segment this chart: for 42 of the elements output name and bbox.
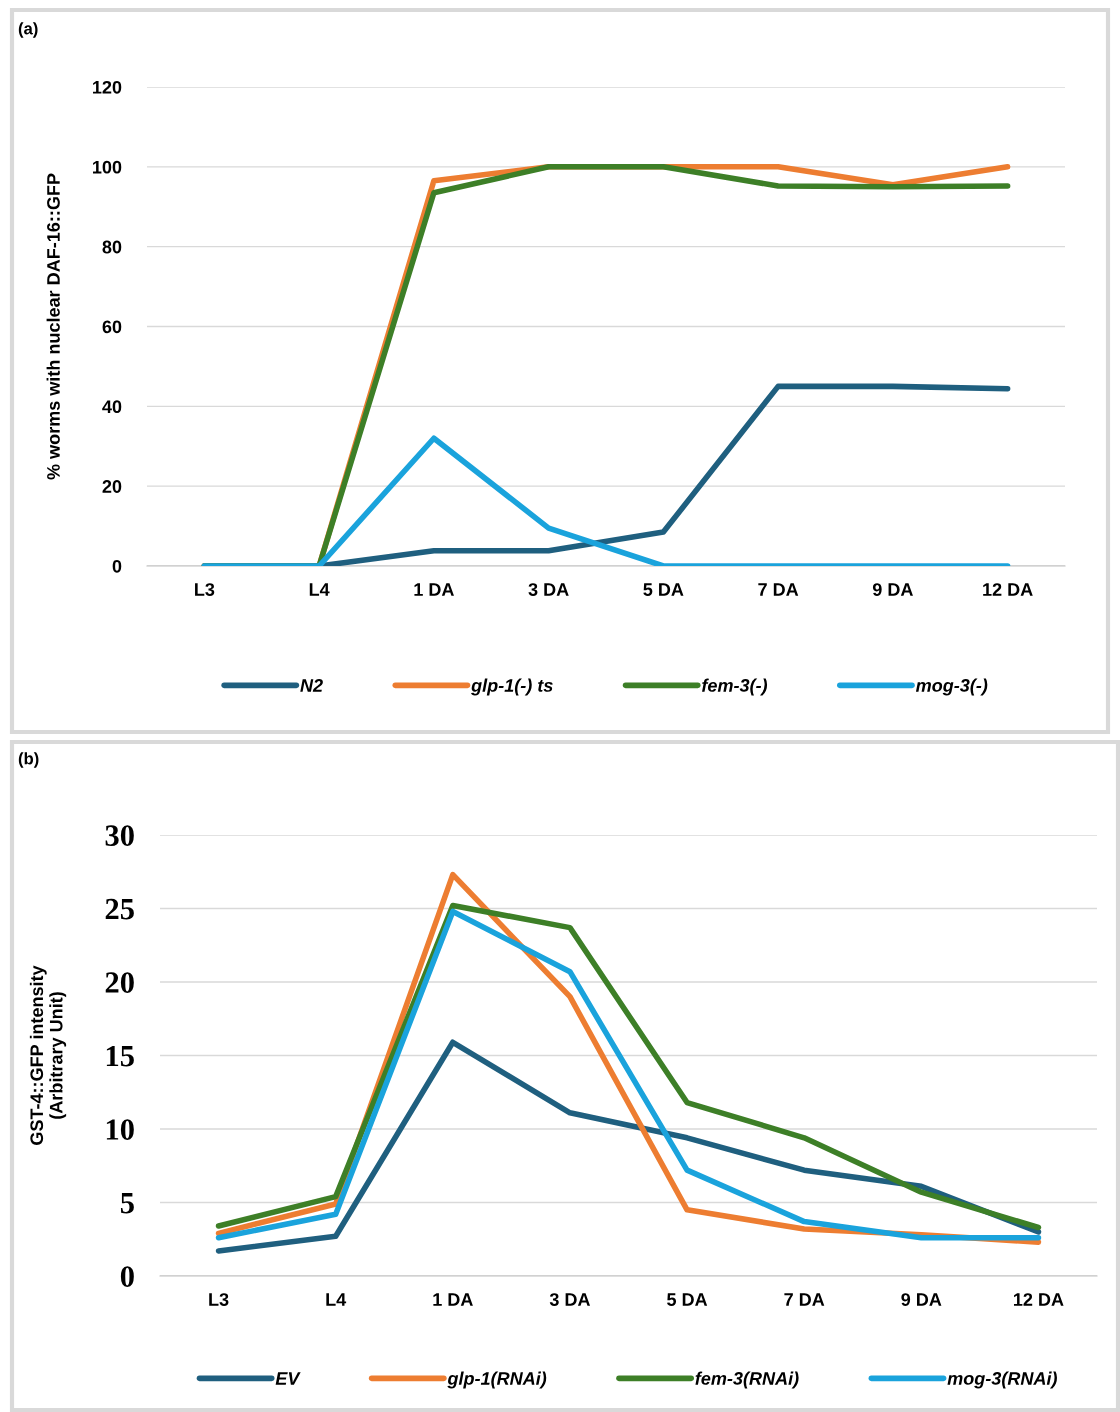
x-tick-label: 5 DA <box>643 583 684 596</box>
x-tick-label: 9 DA <box>872 583 913 596</box>
legend-label: fem-3(RNAi) <box>695 1371 799 1389</box>
y-tick-label: 15 <box>106 1045 134 1067</box>
y-tick-label: 30 <box>105 825 134 846</box>
legend-label: glp-1(RNAi) <box>447 1371 547 1389</box>
x-tick-label: 12 DA <box>983 583 1033 596</box>
x-tick-label: 1 DA <box>433 1293 473 1306</box>
x-tick-label: L3 <box>195 583 215 596</box>
y-tick-label: 0 <box>120 1266 134 1287</box>
y-tick-label: 100 <box>93 160 122 174</box>
y-tick-label: 5 <box>120 1193 134 1214</box>
y-tick-label: 40 <box>102 400 122 414</box>
x-tick-label: 7 DA <box>784 1293 825 1306</box>
y-tick-label: 20 <box>105 972 134 993</box>
x-tick-label: L4 <box>309 583 330 596</box>
x-tick-label: 1 DA <box>414 583 454 596</box>
text: (a) <box>18 22 38 38</box>
y-tick-label: 60 <box>102 320 122 334</box>
x-tick-label: 5 DA <box>667 1293 708 1306</box>
legend-label: mog-3(RNAi) <box>947 1371 1057 1389</box>
x-tick-label: L4 <box>326 1293 347 1306</box>
legend-label: mog-3(-) <box>915 678 988 696</box>
y-tick-label: 80 <box>102 240 122 254</box>
x-tick-label: 9 DA <box>901 1293 942 1306</box>
x-tick-label: 3 DA <box>549 1293 591 1306</box>
legend-label: fem-3(-) <box>702 678 768 696</box>
text: (b) <box>18 752 39 768</box>
legend-label: N2 <box>300 679 323 692</box>
legend-label: EV <box>275 1372 301 1385</box>
y-tick-label: 20 <box>102 480 122 493</box>
y-axis-title: GST-4::GFP intensity (Arbitrary Unit) <box>29 965 67 1145</box>
y-tick-label: 10 <box>106 1119 134 1140</box>
y-tick-label: 0 <box>112 559 122 573</box>
x-tick-label: 7 DA <box>758 583 799 596</box>
x-tick-label: 12 DA <box>1013 1293 1064 1306</box>
x-tick-label: 3 DA <box>528 583 569 596</box>
y-tick-label: 120 <box>93 80 122 94</box>
y-tick-label: 25 <box>105 898 134 920</box>
x-tick-label: L3 <box>209 1293 229 1306</box>
y-axis-title: % worms with nuclear DAF-16::GFP <box>46 173 60 480</box>
legend-label: glp-1(-) ts <box>471 678 553 696</box>
